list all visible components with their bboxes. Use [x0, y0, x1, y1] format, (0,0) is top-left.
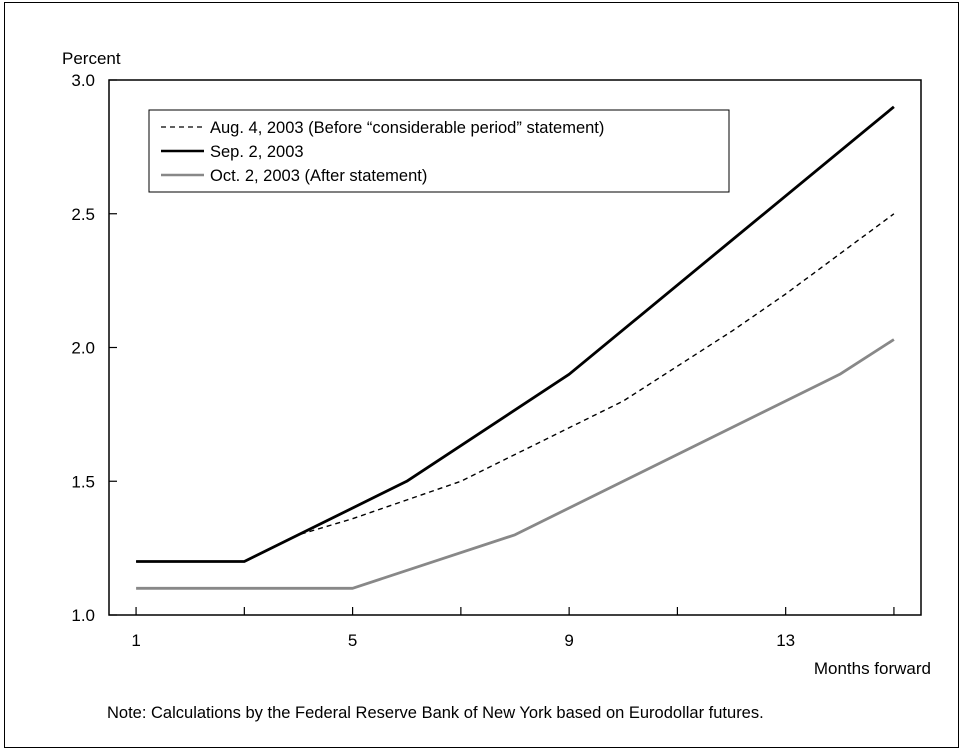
- chart-frame: [4, 2, 959, 748]
- x-tick-label: 13: [776, 631, 795, 650]
- chart-note: Note: Calculations by the Federal Reserv…: [107, 704, 764, 722]
- legend-label-oct: Oct. 2, 2003 (After statement): [210, 167, 427, 185]
- y-tick-label: 2.0: [71, 339, 95, 358]
- x-axis: 1 5 9 13: [131, 607, 895, 650]
- y-tick-label: 1.5: [71, 472, 95, 491]
- x-tick-label: 9: [564, 631, 573, 650]
- y-tick-label: 1.0: [71, 606, 95, 625]
- legend-label-aug: Aug. 4, 2003 (Before “considerable perio…: [210, 119, 604, 137]
- legend-label-sep: Sep. 2, 2003: [210, 143, 304, 161]
- x-tick-label: 5: [348, 631, 357, 650]
- y-tick-label: 3.0: [71, 71, 95, 90]
- x-tick-label: 1: [131, 631, 140, 650]
- y-axis: 1.0 1.5 2.0 2.5 3.0: [71, 71, 117, 625]
- x-axis-title: Months forward: [814, 659, 931, 678]
- series-lines: [136, 105, 895, 590]
- legend-box: [148, 109, 730, 193]
- y-tick-label: 2.5: [71, 205, 95, 224]
- series-line-sep: [136, 105, 895, 563]
- series-line-oct: [136, 338, 895, 590]
- series-line-aug: [136, 213, 895, 563]
- legend: Aug. 4, 2003 (Before “considerable perio…: [148, 109, 730, 193]
- y-axis-title: Percent: [62, 49, 121, 68]
